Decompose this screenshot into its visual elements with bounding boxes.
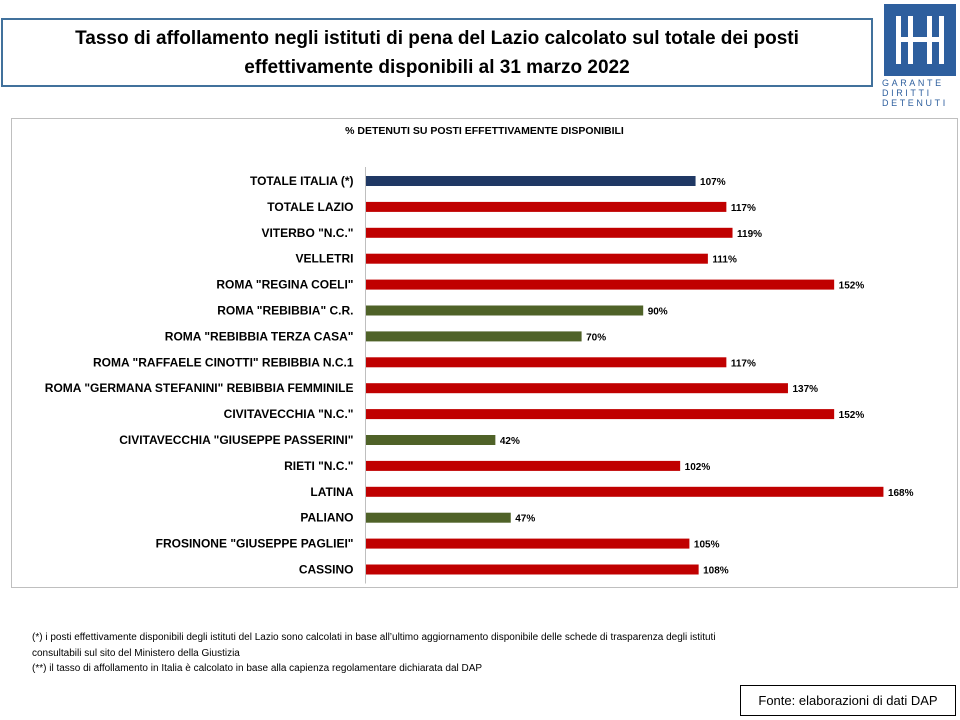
data-label: 108%: [703, 566, 729, 577]
bar: [366, 564, 699, 575]
data-label: 107%: [700, 177, 726, 188]
garante-logo-icon: [884, 4, 956, 76]
data-label: 70%: [586, 332, 606, 343]
bar-chart: TOTALE ITALIA (*) 107% TOTALE LAZIO 117% VIT…: [45, 167, 914, 584]
data-label: 168%: [888, 488, 914, 499]
bar: [366, 435, 496, 445]
bar: [366, 460, 681, 471]
title-box: Tasso di affollamento negli istituti di …: [1, 18, 873, 87]
bar: [366, 486, 884, 497]
category-label: TOTALE LAZIO: [267, 200, 353, 214]
logo-text-3: DETENUTI: [882, 98, 948, 108]
title-line-2: effettivamente disponibili al 31 marzo 2…: [244, 56, 630, 78]
data-label: 152%: [839, 410, 865, 421]
data-label: 111%: [712, 255, 737, 266]
data-label: 90%: [648, 307, 668, 318]
category-label: LATINA: [310, 485, 353, 499]
footnotes: (*) i posti effettivamente disponibili d…: [32, 630, 932, 677]
data-label: 47%: [515, 514, 535, 525]
data-label: 117%: [731, 358, 756, 369]
bar: [366, 409, 835, 420]
category-label: ROMA "RAFFAELE CINOTTI" REBIBBIA N.C.1: [93, 355, 354, 369]
logo-text-1: GARANTE: [882, 78, 944, 88]
category-label: FROSINONE "GIUSEPPE PAGLIEI": [156, 537, 354, 551]
chart-frame: % DETENUTI SU POSTI EFFETTIVAMENTE DISPO…: [11, 118, 958, 588]
bar: [366, 253, 708, 264]
footnote-line-2: consultabili sul sito del Ministero dell…: [32, 647, 240, 659]
data-label: 105%: [694, 540, 720, 551]
bar: [366, 331, 582, 342]
category-label: VELLETRI: [295, 252, 353, 266]
data-label: 137%: [792, 384, 818, 395]
bar: [366, 383, 788, 394]
bar: [366, 512, 511, 523]
bar: [366, 279, 835, 290]
category-label: ROMA "REBIBBIA" C.R.: [217, 304, 353, 318]
page-title: Tasso di affollamento negli istituti di …: [75, 24, 799, 82]
source-box: Fonte: elaborazioni di dati DAP: [740, 685, 956, 716]
title-line-1: Tasso di affollamento negli istituti di …: [75, 27, 799, 49]
category-label: ROMA "REBIBBIA TERZA CASA": [165, 329, 354, 343]
category-label: ROMA "GERMANA STEFANINI" REBIBBIA FEMMIN…: [45, 381, 354, 395]
bar: [366, 305, 644, 316]
logo: GARANTE DIRITTI DETENUTI: [882, 4, 960, 110]
data-label: 152%: [839, 281, 865, 292]
footnote-line-3: (**) il tasso di affollamento in Italia …: [32, 663, 483, 674]
category-label: TOTALE ITALIA (*): [250, 174, 354, 188]
category-label: RIETI "N.C.": [284, 459, 353, 473]
data-label: 42%: [500, 436, 520, 447]
data-label: 117%: [731, 203, 756, 214]
category-label: ROMA "REGINA COELI": [216, 278, 353, 292]
bar: [366, 227, 733, 238]
bar: [366, 357, 727, 368]
bar: [366, 538, 690, 549]
footnote-line-1: (*) i posti effettivamente disponibili d…: [32, 632, 716, 643]
chart-title: % DETENUTI SU POSTI EFFETTIVAMENTE DISPO…: [345, 125, 624, 137]
data-label: 119%: [737, 229, 762, 240]
category-label: CASSINO: [299, 563, 354, 577]
logo-text-2: DIRITTI: [882, 88, 932, 98]
category-label: PALIANO: [300, 511, 353, 525]
bar: [366, 201, 727, 212]
category-label: CIVITAVECCHIA "N.C.": [224, 407, 354, 421]
data-label: 102%: [685, 462, 711, 473]
category-label: CIVITAVECCHIA "GIUSEPPE PASSERINI": [119, 433, 353, 447]
source-text: Fonte: elaborazioni di dati DAP: [758, 693, 938, 708]
category-label: VITERBO "N.C.": [261, 226, 353, 240]
bar: [366, 176, 696, 186]
